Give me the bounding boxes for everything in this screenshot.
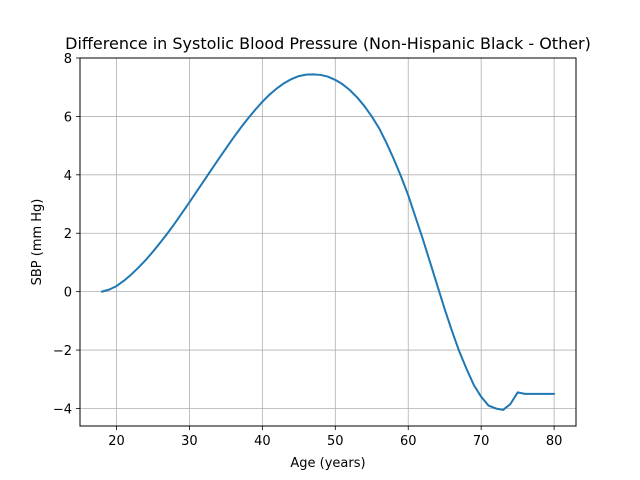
y-tick-label: −4 <box>53 402 72 417</box>
y-tick-label: 8 <box>64 52 72 67</box>
y-tick-label: 0 <box>64 286 72 301</box>
series-layer <box>100 73 556 411</box>
x-tick-label: 30 <box>181 434 198 449</box>
y-tick-label: 2 <box>64 227 72 242</box>
plot-frame <box>79 57 577 427</box>
y-axis-label: SBP (mm Hg) <box>30 199 45 286</box>
y-tick-label: −2 <box>53 344 72 359</box>
y-tick-label: 4 <box>64 169 72 184</box>
x-tick-label: 20 <box>108 434 125 449</box>
x-tick-label: 40 <box>254 434 271 449</box>
x-axis-label: Age (years) <box>290 456 365 471</box>
x-tick-label: 70 <box>473 434 490 449</box>
ticks: 20 30 40 50 60 70 80 −4 −2 0 2 4 6 8 <box>53 52 563 449</box>
chart-title: Difference in Systolic Blood Pressure (N… <box>65 34 591 53</box>
x-tick-label: 60 <box>400 434 417 449</box>
x-tick-label: 50 <box>327 434 344 449</box>
series-line <box>100 73 556 411</box>
y-tick-label: 6 <box>64 110 72 125</box>
x-tick-label: 80 <box>546 434 563 449</box>
